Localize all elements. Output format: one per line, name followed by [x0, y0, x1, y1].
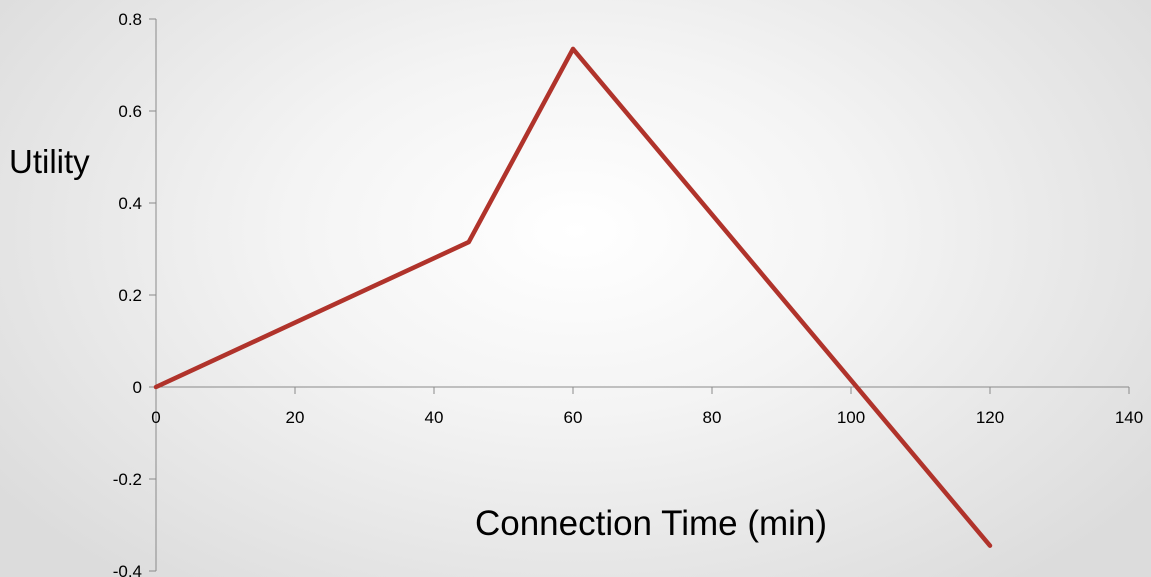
y-axis-title: Utility: [9, 143, 90, 180]
y-tick-label: 0.2: [118, 286, 142, 305]
x-tick-label: 140: [1115, 408, 1143, 427]
x-axis-title: Connection Time (min): [475, 504, 827, 543]
x-tick-label: 80: [703, 408, 722, 427]
x-tick-label: 60: [564, 408, 583, 427]
y-tick-label: 0.8: [118, 10, 142, 29]
y-tick-label: -0.2: [113, 470, 142, 489]
axes: [155, 19, 1129, 571]
y-tick-label: 0.4: [118, 194, 142, 213]
tick-labels: 0 20 40 60 80 100 120 140 -0.4 -0.2 0 0.2 0.4 0.6 0.8: [113, 10, 1143, 577]
series-line: [153, 46, 993, 548]
y-tick-label: -0.4: [113, 562, 142, 577]
x-tick-label: 120: [976, 408, 1004, 427]
y-tick-label: 0: [133, 378, 142, 397]
ticks: [149, 18, 1130, 572]
y-tick-label: 0.6: [118, 102, 142, 121]
x-tick-label: 0: [151, 408, 160, 427]
x-tick-label: 100: [837, 408, 865, 427]
series: [153, 46, 993, 548]
x-tick-label: 40: [425, 408, 444, 427]
x-tick-label: 20: [286, 408, 305, 427]
